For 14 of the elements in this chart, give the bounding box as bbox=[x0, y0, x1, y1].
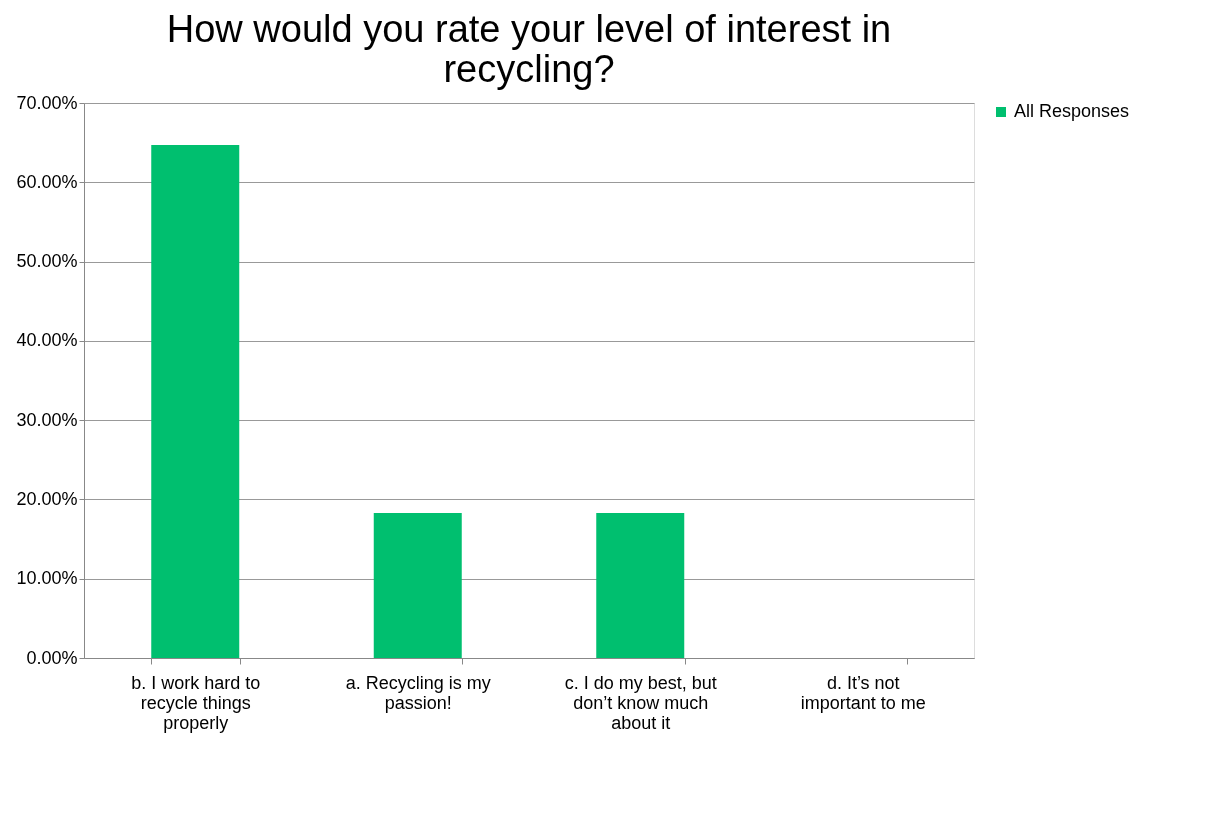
y-tick-label: 70.00% bbox=[16, 92, 78, 113]
y-tick-label: 50.00% bbox=[16, 251, 78, 272]
x-tick-label: c. I do my best, but don’t know much about it bbox=[564, 672, 717, 733]
x-tick-label: b. I work hard to recycle things properly bbox=[131, 672, 261, 733]
y-tick-label: 60.00% bbox=[16, 171, 78, 192]
legend-label: All Responses bbox=[1014, 101, 1130, 121]
y-tick-label: 20.00% bbox=[16, 488, 78, 509]
x-tick-label: d. It’s not important to me bbox=[800, 672, 926, 713]
chart-title: How would you rate your level of interest in recycling? bbox=[166, 8, 892, 90]
y-tick-label: 40.00% bbox=[16, 330, 78, 351]
y-tick-label: 30.00% bbox=[16, 409, 78, 430]
y-tick-label: 0.00% bbox=[26, 647, 78, 668]
y-tick-label: 10.00% bbox=[16, 568, 78, 589]
x-tick-label: a. Recycling is my passion! bbox=[345, 672, 491, 713]
